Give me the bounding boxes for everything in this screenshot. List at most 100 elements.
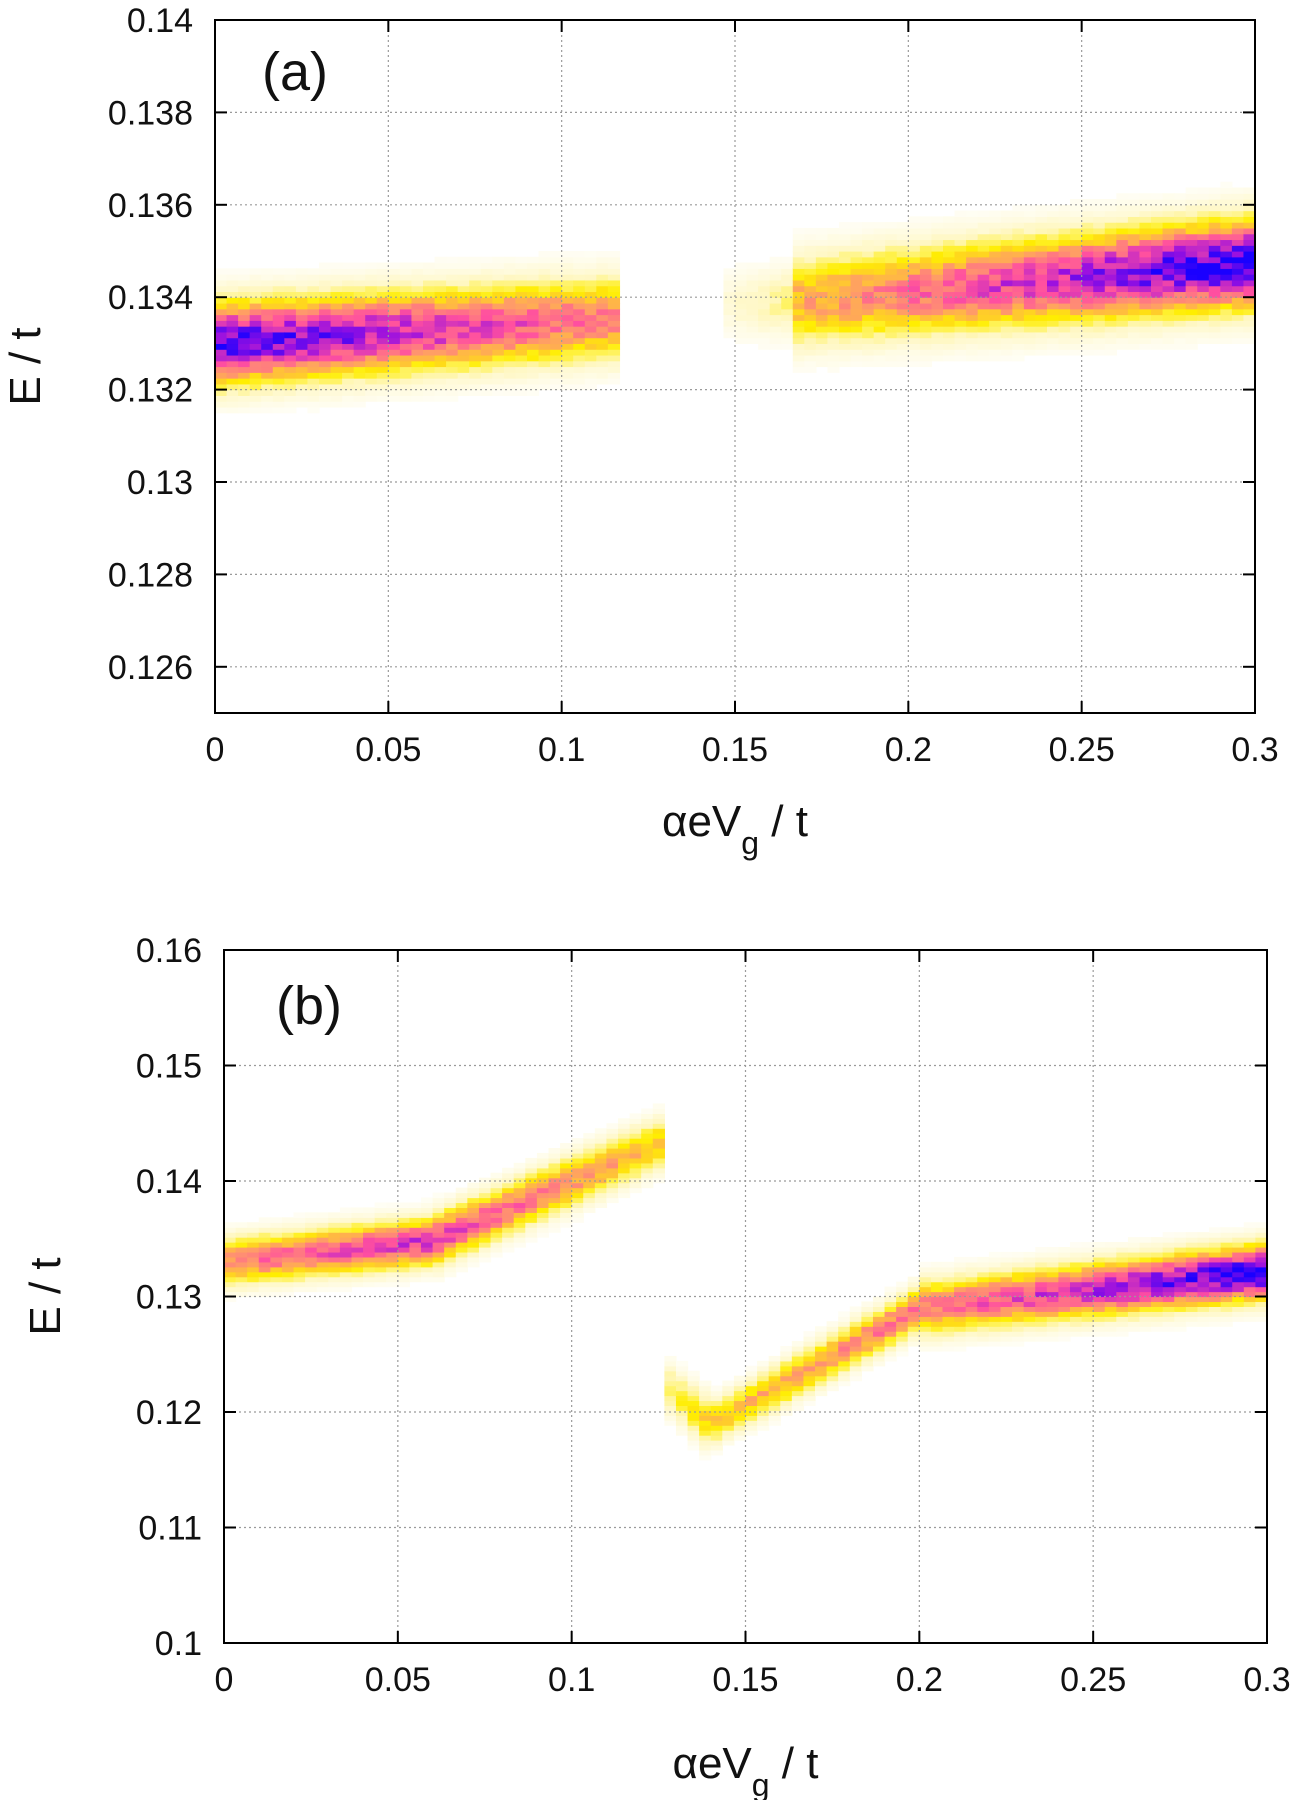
heatmap-cell (1012, 274, 1025, 281)
heatmap-cell (561, 314, 574, 321)
heatmap-cell (1208, 331, 1221, 339)
heatmap-cell (965, 1291, 978, 1298)
heatmap-cell (421, 1232, 434, 1238)
heatmap-cell (594, 1197, 608, 1204)
heatmap-cell (1127, 210, 1141, 217)
heatmap-cell (1231, 193, 1245, 200)
heatmap-cell (907, 1311, 920, 1317)
heatmap-cell (571, 1207, 584, 1213)
heatmap-cell (1104, 222, 1117, 229)
heatmap-cell (839, 245, 852, 252)
heatmap-cell (1081, 343, 1094, 350)
heatmap-cell (1000, 239, 1013, 246)
heatmap-cell (224, 1296, 237, 1303)
heatmap-cell (954, 320, 967, 327)
heatmap-cell (1104, 216, 1117, 223)
heatmap-cell (699, 1420, 712, 1426)
heatmap-cell (827, 320, 840, 327)
heatmap-cell (215, 285, 228, 293)
heatmap-cell (1023, 1296, 1036, 1303)
heatmap-cell (607, 256, 621, 264)
heatmap-cell (490, 1232, 503, 1238)
heatmap-cell (548, 1162, 561, 1169)
heatmap-cell (872, 1331, 886, 1337)
heatmap-cell (374, 1237, 387, 1243)
heatmap-cell (815, 1360, 828, 1367)
heatmap-cell (235, 1237, 248, 1243)
heatmap-cell (502, 1237, 515, 1243)
heatmap-cell (261, 285, 274, 293)
heatmap-cell (249, 360, 262, 368)
heatmap-cell (503, 302, 517, 310)
heatmap-cell (1116, 279, 1129, 287)
heatmap-cell (1151, 326, 1164, 333)
heatmap-cell (270, 1251, 283, 1258)
heatmap-cell (319, 268, 332, 275)
heatmap-cell (908, 245, 921, 252)
heatmap-cell (423, 262, 436, 269)
heatmap-cell (1231, 233, 1245, 241)
heatmap-cell (1047, 297, 1060, 304)
heatmap-cell (376, 366, 389, 373)
heatmap-cell (1139, 279, 1152, 287)
heatmap-cell (1255, 1256, 1268, 1263)
heatmap-cell (1070, 326, 1083, 333)
heatmap-cell (815, 279, 829, 287)
heatmap-cell (584, 366, 597, 373)
heatmap-cell (1093, 222, 1106, 229)
heatmap-cell (1047, 314, 1060, 321)
heatmap-cell (769, 326, 782, 333)
heatmap-cell (710, 1435, 723, 1441)
heatmap-cell (1023, 251, 1037, 258)
heatmap-cell (342, 279, 355, 287)
heatmap-cell (930, 1336, 944, 1342)
heatmap-cell (411, 262, 424, 269)
heatmap-cell (1162, 314, 1175, 321)
heatmap-cell (560, 1222, 573, 1228)
heatmap-cell (1023, 222, 1037, 229)
heatmap-cell (295, 331, 309, 339)
heatmap-cell (792, 320, 805, 327)
heatmap-cell (1208, 233, 1221, 241)
heatmap-cell (330, 308, 343, 316)
heatmap-cell (781, 337, 794, 345)
heatmap-cell (411, 366, 424, 373)
heatmap-cell (954, 349, 967, 356)
heatmap-cell (607, 320, 621, 327)
heatmap-cell (550, 372, 563, 379)
heatmap-cell (861, 1350, 874, 1357)
heatmap-cell (966, 331, 979, 339)
heatmap-cell (1255, 1276, 1268, 1283)
heatmap-cell (780, 1355, 793, 1362)
heatmap-cell (607, 297, 621, 304)
heatmap-cell (411, 302, 424, 310)
heatmap-cell (1151, 1256, 1164, 1263)
heatmap-cell (561, 256, 574, 264)
heatmap-cell (258, 1271, 271, 1278)
heatmap-cell (1046, 1336, 1059, 1342)
heatmap-cell (226, 383, 239, 391)
heatmap-cell (307, 326, 320, 333)
heatmap-cell (307, 291, 320, 298)
heatmap-cell (1139, 1321, 1152, 1327)
heatmap-cell (977, 1261, 990, 1268)
heatmap-cell (873, 268, 886, 275)
heatmap-cell (584, 383, 597, 391)
heatmap-cell (1231, 279, 1245, 287)
heatmap-cell (1104, 1331, 1117, 1337)
heatmap-cell (224, 1281, 237, 1288)
heatmap-cell (722, 1415, 735, 1421)
heatmap-cell (584, 279, 597, 287)
heatmap-cell (989, 302, 1002, 310)
heatmap-cell (954, 354, 967, 362)
heatmap-cell (1197, 1296, 1210, 1303)
heatmap-cell (351, 1251, 364, 1258)
heatmap-cell (490, 1217, 503, 1223)
heatmap-cell (1069, 1321, 1083, 1327)
heatmap-cell (1174, 1321, 1187, 1327)
heatmap-cell (1035, 245, 1048, 252)
heatmap-cell (583, 1182, 596, 1189)
heatmap-cell (1093, 326, 1106, 333)
heatmap-cell (1104, 331, 1117, 339)
heatmap-cell (943, 279, 956, 287)
